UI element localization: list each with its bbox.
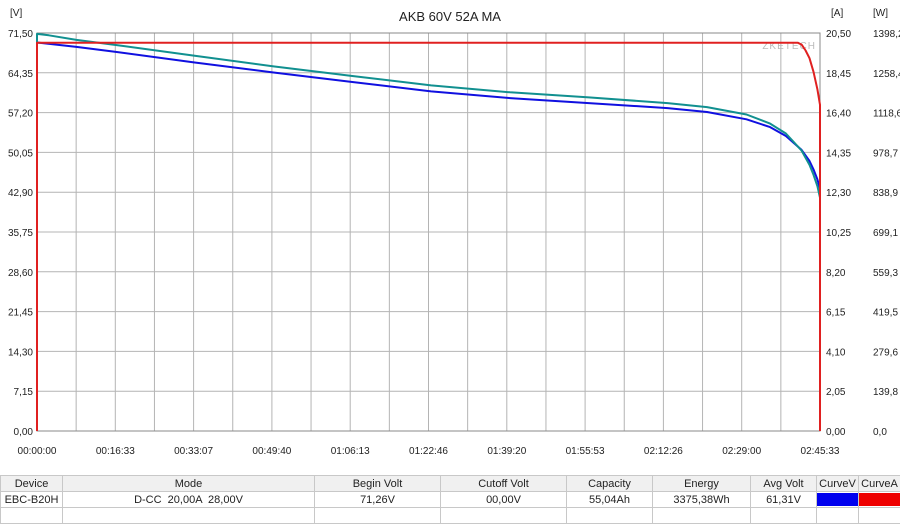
current-axis-unit: [A] bbox=[831, 8, 843, 19]
power-tick-label: 139,8 bbox=[873, 387, 898, 398]
voltage-tick-label: 21,45 bbox=[8, 308, 33, 319]
voltage-tick-label: 57,20 bbox=[8, 109, 33, 120]
curve-a-color-swatch[interactable] bbox=[859, 493, 900, 506]
current-tick-label: 16,40 bbox=[826, 109, 851, 120]
current-tick-label: 20,50 bbox=[826, 29, 851, 40]
x-tick-label: 01:22:46 bbox=[409, 446, 448, 457]
header-mode: Mode bbox=[63, 476, 315, 492]
header-device: Device bbox=[1, 476, 63, 492]
left-axis-unit: [V] bbox=[10, 8, 22, 19]
header-avg-volt: Avg Volt bbox=[751, 476, 817, 492]
cell-mode: D-CC 20,00A 28,00V bbox=[63, 492, 315, 508]
voltage-tick-label: 28,60 bbox=[8, 268, 33, 279]
x-tick-label: 00:16:33 bbox=[96, 446, 135, 457]
power-tick-label: 559,3 bbox=[873, 268, 898, 279]
voltage-tick-label: 71,50 bbox=[8, 29, 33, 40]
header-cutoff-volt: Cutoff Volt bbox=[441, 476, 567, 492]
x-tick-label: 00:00:00 bbox=[18, 446, 57, 457]
header-capacity: Capacity bbox=[567, 476, 653, 492]
x-tick-label: 01:06:13 bbox=[331, 446, 370, 457]
header-begin-volt: Begin Volt bbox=[315, 476, 441, 492]
table-header-row: Device Mode Begin Volt Cutoff Volt Capac… bbox=[1, 476, 900, 492]
power-tick-label: 1118,6 bbox=[873, 109, 900, 120]
curve-v-swatch-cell[interactable] bbox=[817, 492, 859, 508]
x-tick-label: 00:33:07 bbox=[174, 446, 213, 457]
current-tick-label: 14,35 bbox=[826, 148, 851, 159]
power-tick-label: 419,5 bbox=[873, 308, 898, 319]
header-curve-v: CurveV bbox=[817, 476, 859, 492]
power-axis-unit: [W] bbox=[873, 8, 888, 19]
voltage-tick-label: 50,05 bbox=[8, 148, 33, 159]
power-tick-label: 978,7 bbox=[873, 148, 898, 159]
x-tick-label: 02:12:26 bbox=[644, 446, 683, 457]
current-tick-label: 6,15 bbox=[826, 308, 846, 319]
chart-title: AKB 60V 52A MA bbox=[399, 9, 501, 24]
power-tick-label: 1258,4 bbox=[873, 69, 900, 80]
chart: AKB 60V 52A MA [V] [A] [W] 0,00 0,00 0,0 7,… bbox=[0, 0, 900, 475]
table-row: EBC-B20H D-CC 20,00A 28,00V 71,26V 00,00… bbox=[1, 492, 900, 508]
voltage-tick-label: 64,35 bbox=[8, 69, 33, 80]
curve-a-swatch-cell[interactable] bbox=[859, 492, 900, 508]
voltage-tick-label: 0,00 bbox=[14, 427, 34, 438]
voltage-tick-label: 7,15 bbox=[14, 387, 34, 398]
cell-avg-volt: 61,31V bbox=[751, 492, 817, 508]
cell-cutoff-volt: 00,00V bbox=[441, 492, 567, 508]
voltage-tick-label: 35,75 bbox=[8, 228, 33, 239]
current-tick-label: 0,00 bbox=[826, 427, 846, 438]
x-tick-label: 01:39:20 bbox=[487, 446, 526, 457]
current-tick-label: 2,05 bbox=[826, 387, 846, 398]
power-tick-label: 1398,2 bbox=[873, 29, 900, 40]
grid bbox=[37, 33, 820, 431]
cell-energy: 3375,38Wh bbox=[653, 492, 751, 508]
power-tick-label: 0,0 bbox=[873, 427, 887, 438]
cell-begin-volt: 71,26V bbox=[315, 492, 441, 508]
summary-table: Device Mode Begin Volt Cutoff Volt Capac… bbox=[0, 475, 900, 524]
current-tick-label: 8,20 bbox=[826, 268, 846, 279]
voltage-tick-label: 14,30 bbox=[8, 347, 33, 358]
x-tick-label: 02:45:33 bbox=[801, 446, 840, 457]
curve-v-color-swatch[interactable] bbox=[817, 493, 858, 506]
x-tick-label: 01:55:53 bbox=[566, 446, 605, 457]
header-curve-a: CurveA bbox=[859, 476, 900, 492]
x-tick-label: 02:29:00 bbox=[722, 446, 761, 457]
table-empty-row bbox=[1, 508, 900, 524]
voltage-tick-label: 42,90 bbox=[8, 188, 33, 199]
current-tick-label: 4,10 bbox=[826, 347, 846, 358]
current-tick-label: 10,25 bbox=[826, 228, 851, 239]
cell-device: EBC-B20H bbox=[1, 492, 63, 508]
power-tick-label: 699,1 bbox=[873, 228, 898, 239]
power-tick-label: 838,9 bbox=[873, 188, 898, 199]
current-tick-label: 12,30 bbox=[826, 188, 851, 199]
power-tick-label: 279,6 bbox=[873, 347, 898, 358]
header-energy: Energy bbox=[653, 476, 751, 492]
x-tick-label: 00:49:40 bbox=[252, 446, 291, 457]
cell-capacity: 55,04Ah bbox=[567, 492, 653, 508]
current-tick-label: 18,45 bbox=[826, 69, 851, 80]
